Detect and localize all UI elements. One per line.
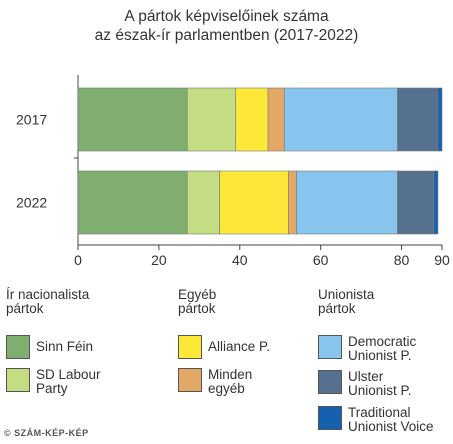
bar-2017-traditional-unionist-voice [437,87,443,152]
bar-2022-sd-labour-party [186,170,220,235]
legend-label-other-line1: Minden [208,367,253,382]
y-tick-label-2022: 2022 [16,195,47,211]
x-tick-label-40: 40 [232,252,248,268]
y-tick-label-2017: 2017 [16,112,47,128]
legend-item-other: Minden egyéb [178,368,318,396]
bar-2017-ulster-unionist-p- [397,87,439,152]
legend-group-nationalist-line1: Ír nacionalista [6,287,90,302]
bar-2022-ulster-unionist-p- [397,170,435,235]
legend-swatch-uup [318,370,342,394]
legend-swatch-tuv [318,406,342,430]
legend-swatch-sinn-fein [6,335,30,359]
legend-label-sinn-fein: Sinn Féin [36,339,94,354]
bar-2017-sinn-f-in [77,87,188,152]
legend-label-tuv-line1: Traditional [348,405,411,420]
x-tick-label-0: 0 [74,252,82,268]
legend-item-sinn-fein: Sinn Féin [6,335,146,359]
legend-label-uup-line2: Unionist P. [348,383,412,398]
bar-2022-sinn-f-in [77,170,188,235]
stacked-bar-chart: 2017 2022 0 20 40 60 80 90 [16,75,450,268]
legend-label-tuv-line2: Unionist Voice [348,419,434,434]
legend-group-nationalist: Ír nacionalista pártok [6,288,89,316]
bar-2022-traditional-unionist-voice [433,170,439,235]
legend-swatch-alliance [178,335,202,359]
x-tick-label-90: 90 [434,252,450,268]
legend-label-uup-line1: Ulster [348,369,384,384]
legend-group-other: Egyéb pártok [178,288,216,316]
legend-group-unionist-line1: Unionista [318,287,375,302]
x-tick-label-20: 20 [151,252,167,268]
x-tick-label-60: 60 [313,252,329,268]
x-tick-label-80: 80 [394,252,410,268]
legend-label-other-line2: egyéb [208,381,245,396]
bar-2017-sd-labour-party [186,87,237,152]
legend-label-dup-line1: Democratic [348,334,417,349]
chart-title-line-1: A pártok képviselőinek száma [124,8,329,25]
bar-2017-democratic-unionist-p- [283,87,398,152]
legend-item-uup: Ulster Unionist P. [318,370,453,398]
legend-item-dup: Democratic Unionist P. [318,335,453,363]
credit-text: © SZÁM-KÉP-KÉP [4,428,89,438]
legend-group-nationalist-line2: pártok [6,301,44,316]
legend-group-unionist-line2: pártok [318,301,356,316]
bar-2017-minden-egy-b [267,87,285,152]
legend-label-alliance: Alliance P. [208,339,271,354]
legend-label-sdlp-line2: Party [36,381,68,396]
legend-swatch-dup [318,335,342,359]
legend-swatch-sdlp [6,368,30,392]
legend-label-dup-line2: Unionist P. [348,348,412,363]
legend-label-sdlp-line1: SD Labour [36,367,101,382]
bar-2017-alliance-p- [235,87,269,152]
legend-group-unionist: Unionista pártok [318,288,374,316]
legend-item-tuv: Traditional Unionist Voice [318,406,453,434]
legend-item-alliance: Alliance P. [178,335,318,359]
legend-group-other-line1: Egyéb [178,287,217,302]
chart-title-line-2: az észak-ír parlamentben (2017-2022) [94,27,359,44]
bar-2022-minden-egy-b [288,170,297,235]
bar-2022-alliance-p- [219,170,289,235]
legend-swatch-other [178,368,202,392]
bar-2022-democratic-unionist-p- [296,170,398,235]
legend-item-sdlp: SD Labour Party [6,368,146,396]
legend-group-other-line2: pártok [178,301,216,316]
